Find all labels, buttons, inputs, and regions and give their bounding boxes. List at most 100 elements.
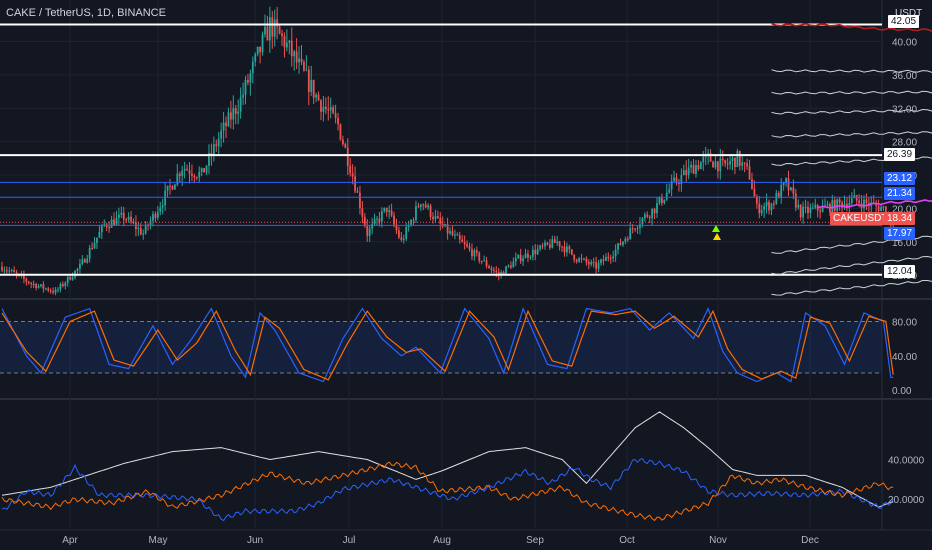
time-tick-label: Nov bbox=[709, 535, 727, 546]
candle-body bbox=[500, 271, 503, 276]
candle-body bbox=[561, 246, 563, 248]
stochastic-line bbox=[1, 306, 894, 383]
candle-body bbox=[609, 258, 612, 260]
signal-arrow-icon bbox=[712, 225, 720, 232]
candle-body bbox=[517, 254, 520, 258]
candle-body bbox=[629, 228, 632, 240]
candle-body bbox=[836, 199, 839, 211]
candle-body bbox=[536, 249, 539, 255]
candle-body bbox=[69, 276, 72, 280]
candle-body bbox=[587, 262, 590, 265]
stochastic-tick-label: 80.00 bbox=[892, 317, 917, 328]
candle-body bbox=[485, 260, 488, 267]
candle-body bbox=[337, 117, 339, 125]
symbol-title: CAKE / TetherUS, 1D, BINANCE bbox=[6, 7, 166, 19]
candle-body bbox=[826, 204, 829, 206]
candle-body bbox=[619, 243, 622, 246]
candle-body bbox=[695, 165, 697, 174]
candle-body bbox=[152, 213, 154, 221]
candle-body bbox=[295, 51, 298, 63]
candle-body bbox=[281, 33, 283, 37]
candle-body bbox=[212, 144, 215, 156]
candle-body bbox=[368, 228, 371, 236]
candle-body bbox=[215, 144, 218, 147]
candle-body bbox=[288, 40, 291, 43]
candle-body bbox=[566, 246, 568, 253]
candle-body bbox=[125, 219, 128, 221]
candle-body bbox=[349, 165, 352, 174]
candle-body bbox=[624, 238, 627, 242]
candle-body bbox=[729, 161, 731, 165]
candle-body bbox=[402, 238, 405, 240]
candle-body bbox=[273, 19, 276, 37]
candle-body bbox=[88, 248, 91, 259]
candle-body bbox=[531, 249, 534, 257]
time-tick-label: Oct bbox=[619, 535, 635, 546]
candle-body bbox=[117, 214, 120, 218]
candle-body bbox=[427, 205, 430, 208]
candle-body bbox=[376, 218, 378, 220]
time-tick-label: May bbox=[149, 535, 168, 546]
candle-body bbox=[380, 211, 383, 222]
candle-body bbox=[519, 254, 522, 262]
candle-body bbox=[283, 36, 286, 48]
candle-body bbox=[122, 212, 125, 220]
candle-body bbox=[154, 213, 157, 218]
candle-body bbox=[161, 205, 164, 208]
oscillator-tick-label: 40.0000 bbox=[888, 456, 925, 467]
candle-body bbox=[833, 200, 836, 211]
candle-body bbox=[590, 261, 593, 265]
candle-body bbox=[478, 252, 481, 261]
candle-body bbox=[670, 180, 673, 190]
candle-body bbox=[264, 26, 266, 35]
candle-body bbox=[741, 162, 744, 166]
candles bbox=[1, 6, 895, 296]
level-label-26: 26.39 bbox=[884, 148, 916, 161]
candle-body bbox=[312, 79, 315, 98]
projection-band-line bbox=[771, 156, 932, 166]
candle-body bbox=[748, 166, 751, 180]
candle-body bbox=[351, 173, 354, 177]
candle-body bbox=[724, 160, 727, 164]
level-label-23: 23.12 bbox=[884, 172, 916, 185]
candle-body bbox=[821, 205, 824, 212]
candle-body bbox=[746, 163, 749, 167]
candle-body bbox=[417, 206, 420, 208]
candle-body bbox=[303, 62, 305, 71]
candle-body bbox=[617, 243, 619, 250]
candle-body bbox=[135, 222, 137, 230]
candle-body bbox=[307, 69, 310, 92]
candle-body bbox=[602, 259, 605, 262]
candle-body bbox=[139, 227, 142, 235]
candle-body bbox=[159, 207, 162, 212]
candle-body bbox=[855, 195, 858, 201]
candle-body bbox=[32, 283, 35, 285]
candle-body bbox=[721, 158, 724, 161]
stochastic-tick-label: 40.00 bbox=[892, 352, 917, 363]
candle-body bbox=[44, 288, 47, 290]
candle-body bbox=[495, 270, 498, 273]
candle-body bbox=[641, 218, 644, 225]
candle-body bbox=[529, 256, 532, 258]
time-tick-label: Jul bbox=[343, 535, 356, 546]
candle-body bbox=[843, 203, 846, 208]
candle-body bbox=[534, 249, 537, 255]
candle-body bbox=[765, 201, 768, 207]
candle-body bbox=[775, 193, 778, 204]
candle-body bbox=[254, 54, 257, 62]
candle-body bbox=[324, 106, 327, 110]
candle-body bbox=[366, 225, 369, 236]
candle-body bbox=[334, 113, 337, 118]
candle-body bbox=[780, 184, 783, 198]
price-tick-label: 36.00 bbox=[892, 71, 917, 82]
candle-body bbox=[137, 227, 140, 230]
candle-body bbox=[320, 100, 322, 112]
candle-body bbox=[47, 288, 50, 291]
candle-body bbox=[195, 177, 198, 179]
candle-body bbox=[30, 283, 33, 285]
candle-body bbox=[276, 19, 279, 27]
candle-body bbox=[858, 200, 861, 204]
candle-body bbox=[699, 162, 702, 170]
candle-body bbox=[753, 188, 756, 197]
